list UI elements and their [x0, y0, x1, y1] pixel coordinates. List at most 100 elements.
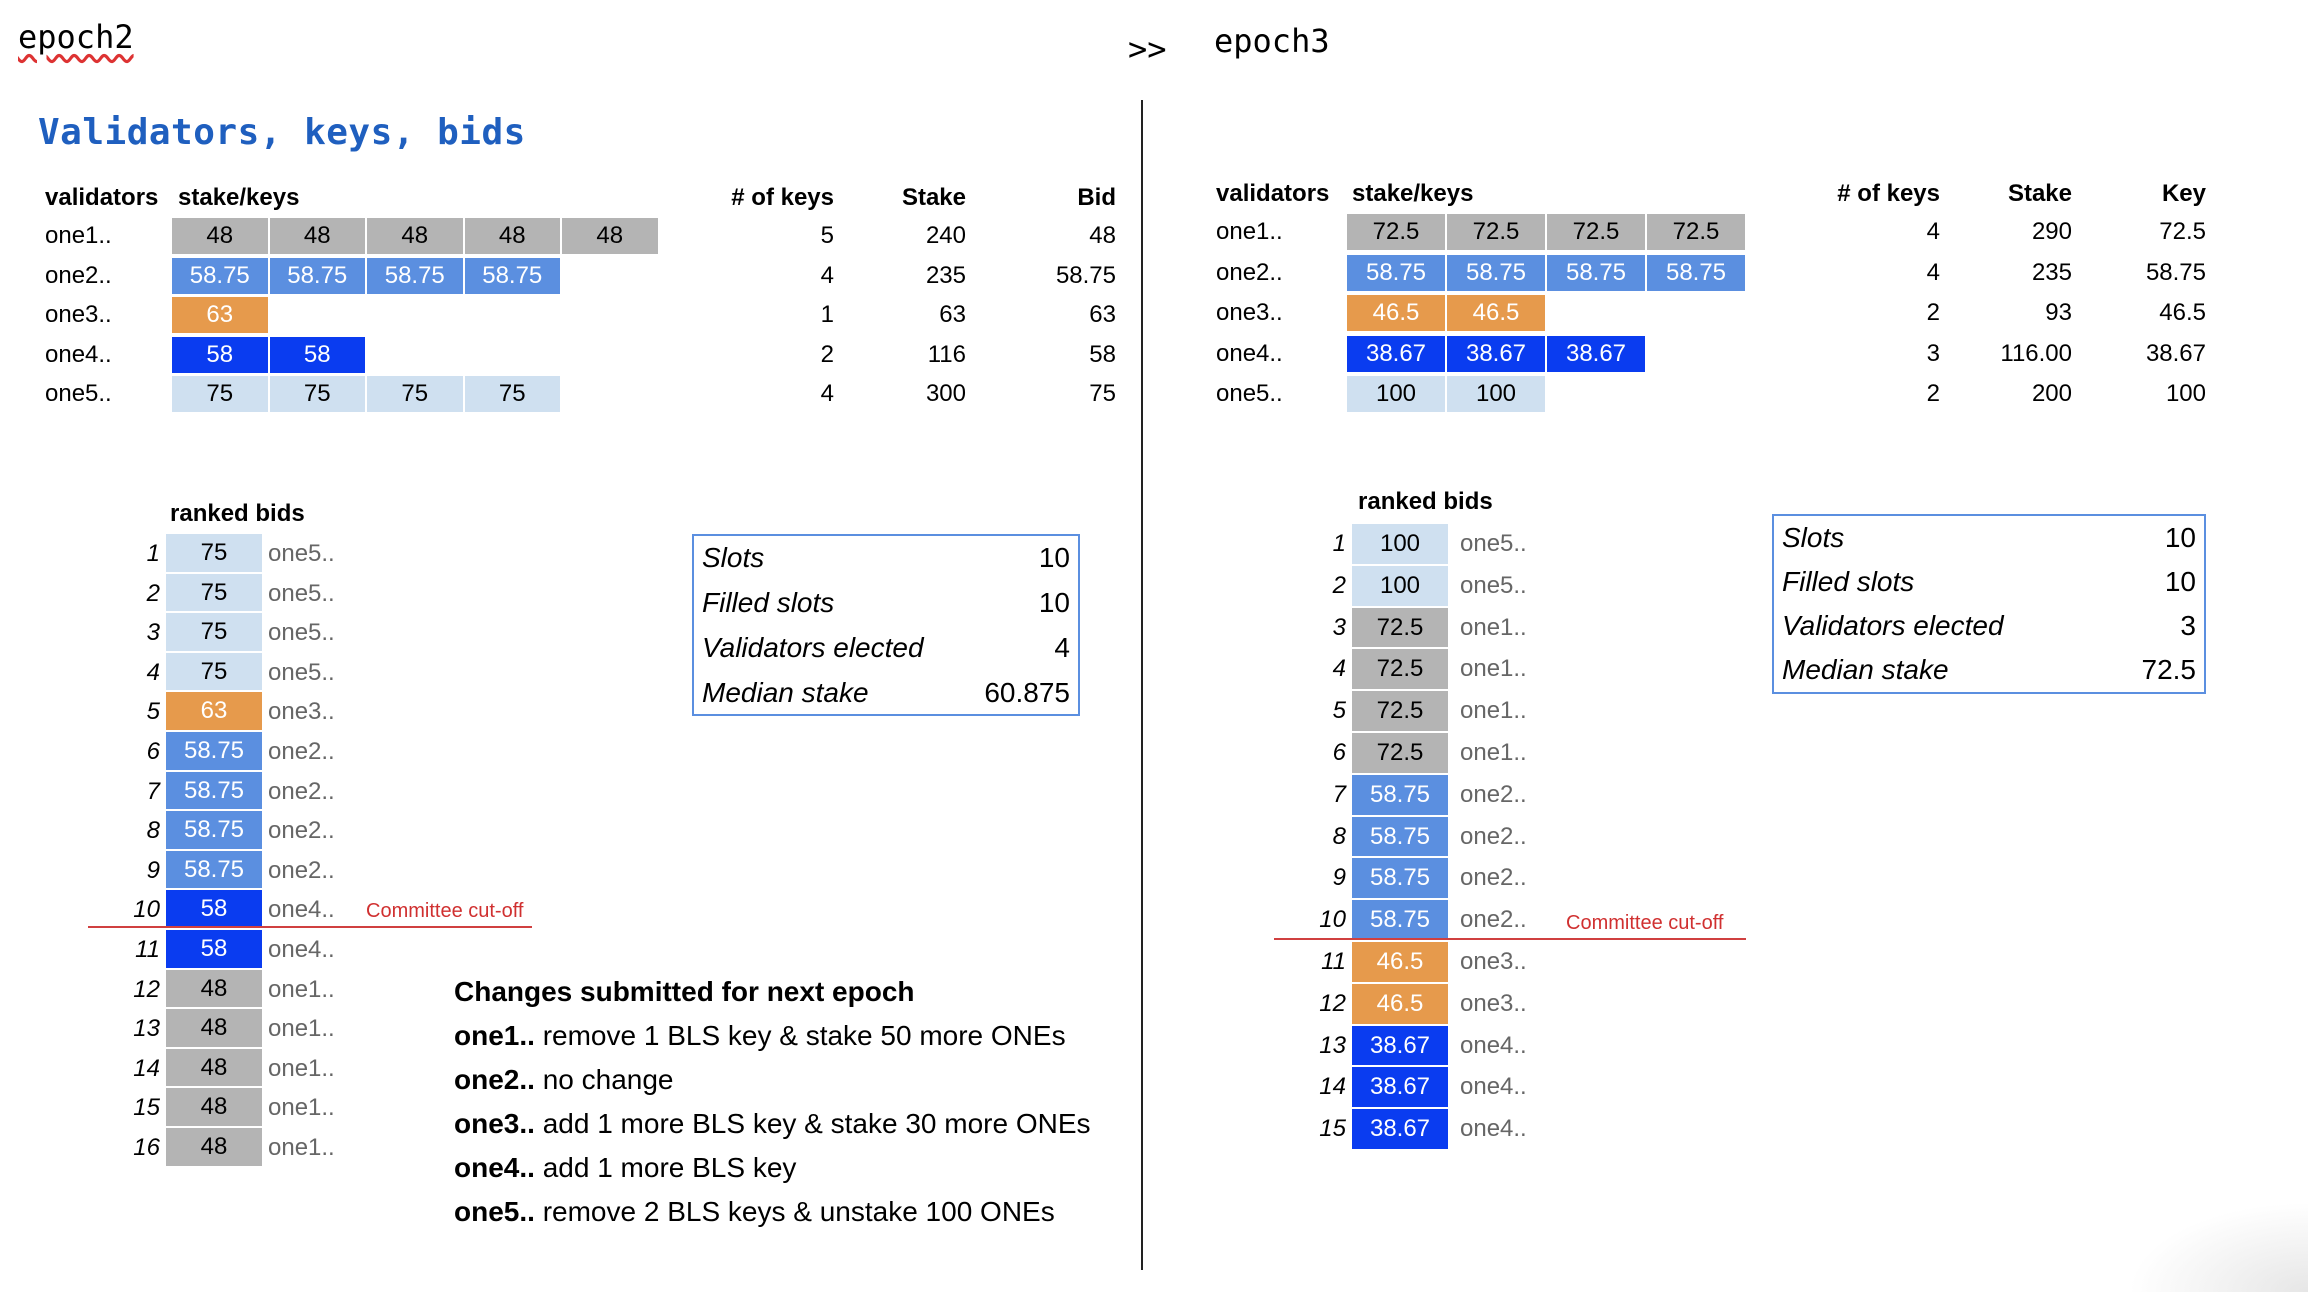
change-item: one5.. remove 2 BLS keys & unstake 100 O… [454, 1196, 1055, 1228]
ranked-validator: one1.. [268, 1094, 335, 1122]
change-validator: one5.. [454, 1196, 535, 1227]
validator-name: one2.. [45, 261, 112, 289]
key-cell: 75 [172, 376, 270, 412]
ranked-validator: one4.. [1460, 1115, 1527, 1143]
rank-number: 10 [1319, 906, 1346, 934]
stake-value: 300 [925, 380, 966, 407]
key-cell: 58.75 [367, 257, 465, 294]
key-value: 38.67 [2145, 339, 2206, 367]
change-description: remove 2 BLS keys & unstake 100 ONEs [534, 1196, 1055, 1227]
stake-value: 63 [939, 301, 966, 328]
stake-value: 116 [927, 340, 966, 368]
rank-number: 8 [146, 817, 160, 845]
rank-number: 12 [1319, 989, 1346, 1017]
rank-number: 3 [146, 619, 160, 647]
rank-number: 8 [1332, 822, 1346, 850]
key-cell: 48 [367, 218, 465, 254]
ranked-bid-cell: 58.75 [166, 850, 262, 889]
key-cell: 38.67 [1447, 335, 1547, 372]
ranked-bid-cell: 38.67 [1352, 1067, 1448, 1108]
num-keys: 4 [820, 380, 834, 407]
validator-name: one1.. [1216, 218, 1283, 245]
epoch3-stat-filled-slots: Filled slots 10 [1782, 566, 2196, 597]
epoch2-cutoff-line [88, 926, 532, 928]
rank-number: 13 [1319, 1031, 1346, 1059]
key-cell: 58.75 [1347, 254, 1447, 291]
ranked-bid-cell: 75 [166, 573, 262, 612]
rank-number: 12 [133, 975, 160, 1003]
change-description: remove 1 BLS key & stake 50 more ONEs [534, 1020, 1066, 1051]
key-cell: 58.75 [1547, 254, 1647, 291]
key-value: 46.5 [2159, 299, 2206, 326]
rank-number: 5 [146, 698, 160, 726]
bid-value: 63 [1089, 301, 1116, 328]
stake-value: 116.00 [2000, 339, 2072, 367]
num-keys: 4 [1926, 218, 1940, 245]
ranked-validator: one2.. [268, 817, 335, 845]
rank-number: 6 [146, 738, 160, 765]
ranked-bid-cell: 46.5 [1352, 983, 1448, 1024]
key-cell: 100 [1447, 376, 1547, 412]
ranked-validator: one2.. [1460, 822, 1527, 850]
stake-value: 93 [2045, 299, 2072, 326]
ranked-bid-cell: 58 [166, 930, 262, 968]
epoch3-cutoff-line [1274, 938, 1746, 940]
key-cell: 46.5 [1447, 295, 1547, 331]
epoch3-ranked-title: ranked bids [1358, 488, 1493, 515]
key-value: 58.75 [2145, 258, 2206, 286]
epoch2-stat-filled-slots: Filled slots 10 [702, 587, 1070, 618]
rank-number: 5 [1332, 697, 1346, 725]
epoch2-header-num-keys: # of keys [731, 184, 834, 211]
stake-value: 200 [2031, 380, 2072, 407]
ranked-bid-cell: 48 [166, 1009, 262, 1047]
bid-value: 48 [1089, 222, 1116, 249]
change-validator: one4.. [454, 1152, 535, 1183]
validator-name: one2.. [1216, 258, 1283, 286]
ranked-bid-cell: 75 [166, 613, 262, 651]
ranked-bid-cell: 63 [166, 692, 262, 730]
epoch3-heading: epoch3 [1214, 22, 1330, 60]
validator-name: one4.. [1216, 339, 1283, 367]
epoch2-header-validators: validators [45, 184, 159, 211]
change-validator: one1.. [454, 1020, 535, 1051]
ranked-validator: one3.. [268, 698, 335, 726]
epoch2-ranked-title: ranked bids [170, 500, 305, 527]
rank-number: 4 [146, 658, 160, 686]
epoch2-header-stake-keys: stake/keys [178, 184, 300, 211]
changes-title: Changes submitted for next epoch [454, 976, 915, 1007]
num-keys: 3 [1926, 339, 1940, 367]
rank-number: 1 [146, 540, 160, 567]
ranked-validator: one5.. [268, 579, 335, 607]
key-value: 100 [2165, 380, 2206, 407]
rank-number: 2 [146, 579, 160, 607]
ranked-bid-cell: 75 [166, 652, 262, 691]
rank-number: 4 [1332, 655, 1346, 683]
rank-number: 7 [146, 777, 160, 805]
rank-number: 13 [133, 1015, 160, 1043]
key-value: 72.5 [2159, 218, 2206, 245]
key-cell: 72.5 [1447, 214, 1547, 250]
key-cell: 75 [269, 376, 367, 412]
change-item: one4.. add 1 more BLS key [454, 1152, 796, 1184]
key-cell: 48 [172, 218, 270, 254]
key-cell: 72.5 [1647, 214, 1747, 250]
ranked-bid-cell: 48 [166, 1128, 262, 1166]
ranked-bid-cell: 58.75 [1352, 816, 1448, 857]
bid-value: 75 [1089, 380, 1116, 407]
ranked-validator: one1.. [268, 1054, 335, 1082]
ranked-bid-cell: 58 [166, 890, 262, 928]
ranked-validator: one1.. [1460, 697, 1527, 725]
key-cell: 48 [562, 218, 660, 254]
ranked-bid-cell: 48 [166, 1088, 262, 1126]
ranked-bid-cell: 58.75 [166, 732, 262, 770]
rank-number: 9 [146, 856, 160, 884]
ranked-bid-cell: 100 [1352, 524, 1448, 564]
epoch2-stat-slots: Slots 10 [702, 542, 1070, 573]
ranked-validator: one1.. [1460, 739, 1527, 766]
epoch2-heading: epoch2 [18, 18, 134, 56]
validator-name: one4.. [45, 340, 112, 368]
ranked-bid-cell: 58.75 [166, 771, 262, 810]
key-cell: 46.5 [1347, 295, 1447, 331]
num-keys: 2 [1926, 380, 1940, 407]
ranked-bid-cell: 48 [166, 969, 262, 1008]
